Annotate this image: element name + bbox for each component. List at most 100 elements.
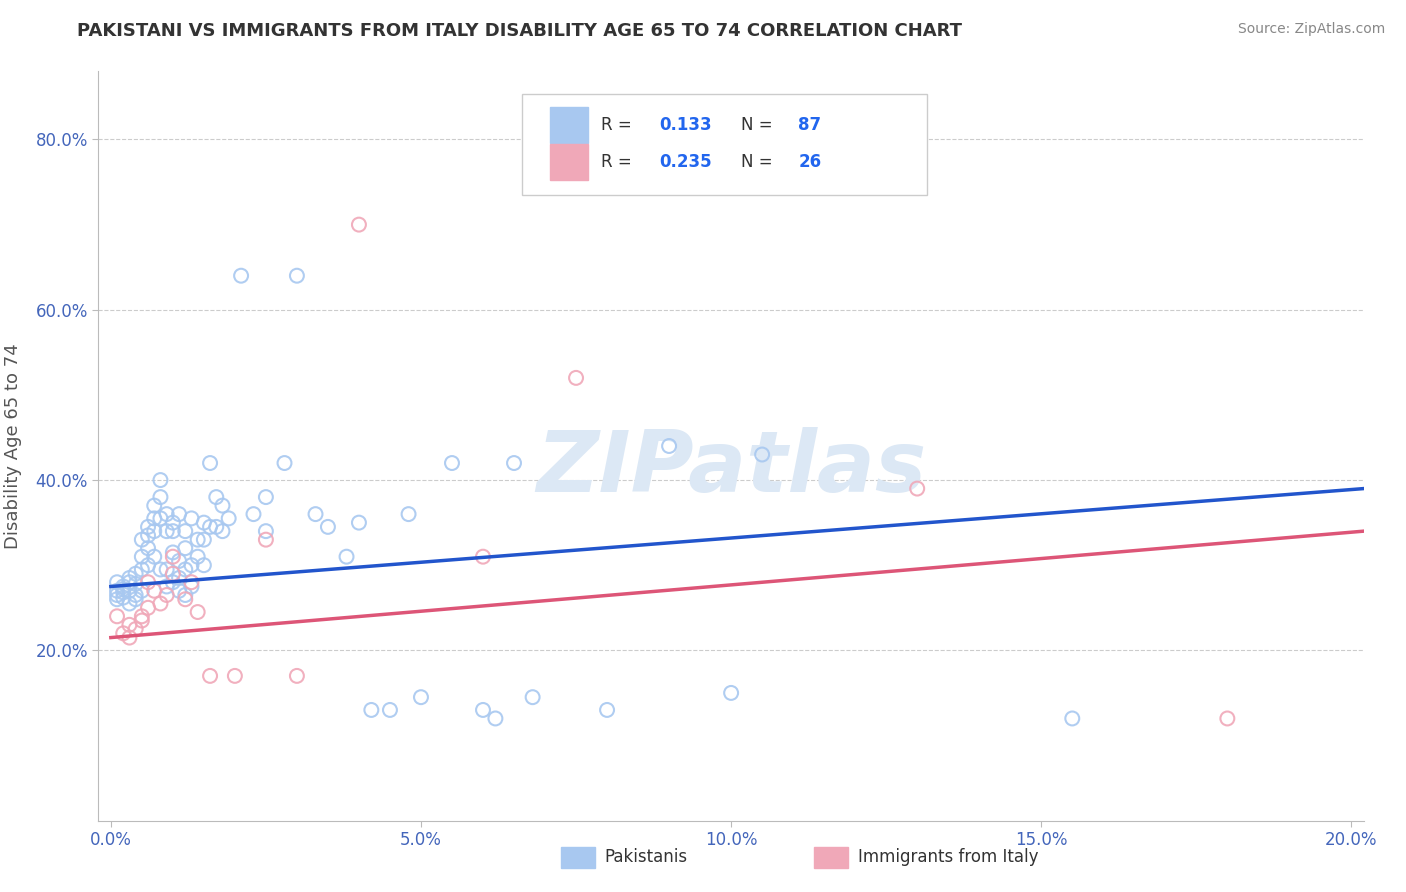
- Point: [149, 597, 172, 611]
- Point: [136, 600, 159, 615]
- Point: [174, 588, 197, 602]
- Point: [242, 507, 264, 521]
- Point: [347, 218, 370, 232]
- Point: [211, 499, 233, 513]
- Point: [180, 580, 202, 594]
- Point: [658, 439, 681, 453]
- Point: [124, 588, 146, 602]
- Point: [136, 541, 159, 556]
- Point: [118, 571, 141, 585]
- Point: [105, 609, 128, 624]
- Text: Pakistanis: Pakistanis: [605, 848, 688, 866]
- Point: [193, 533, 215, 547]
- Point: [112, 626, 135, 640]
- Point: [187, 549, 209, 564]
- FancyBboxPatch shape: [523, 94, 928, 195]
- Point: [254, 490, 277, 504]
- Point: [131, 549, 153, 564]
- Text: N =: N =: [741, 153, 778, 171]
- Point: [174, 562, 197, 576]
- Point: [187, 605, 209, 619]
- Point: [360, 703, 382, 717]
- Point: [1062, 711, 1084, 725]
- Point: [440, 456, 463, 470]
- Point: [720, 686, 742, 700]
- Point: [156, 562, 179, 576]
- Point: [193, 558, 215, 573]
- Point: [143, 511, 166, 525]
- Point: [254, 524, 277, 538]
- Point: [378, 703, 401, 717]
- Point: [472, 549, 495, 564]
- Point: [224, 669, 246, 683]
- Text: 0.235: 0.235: [659, 153, 711, 171]
- Point: [118, 617, 141, 632]
- Point: [205, 520, 228, 534]
- Point: [105, 592, 128, 607]
- Point: [131, 583, 153, 598]
- Point: [162, 575, 184, 590]
- Point: [167, 571, 190, 585]
- Point: [136, 528, 159, 542]
- Point: [162, 516, 184, 530]
- Point: [484, 711, 506, 725]
- Point: [136, 575, 159, 590]
- Point: [751, 448, 773, 462]
- Point: [180, 511, 202, 525]
- Point: [472, 703, 495, 717]
- Point: [143, 499, 166, 513]
- Point: [180, 575, 202, 590]
- Point: [254, 533, 277, 547]
- Point: [162, 549, 184, 564]
- Text: Immigrants from Italy: Immigrants from Italy: [858, 848, 1038, 866]
- Point: [285, 268, 308, 283]
- Point: [143, 583, 166, 598]
- Point: [335, 549, 357, 564]
- Point: [149, 511, 172, 525]
- Point: [131, 562, 153, 576]
- Text: PAKISTANI VS IMMIGRANTS FROM ITALY DISABILITY AGE 65 TO 74 CORRELATION CHART: PAKISTANI VS IMMIGRANTS FROM ITALY DISAB…: [77, 22, 962, 40]
- Point: [112, 582, 135, 596]
- Bar: [550, 106, 588, 143]
- Point: [105, 575, 128, 590]
- Point: [503, 456, 526, 470]
- Point: [124, 566, 146, 581]
- Point: [136, 558, 159, 573]
- Text: 0.133: 0.133: [659, 116, 711, 135]
- Point: [112, 585, 135, 599]
- Text: ZIPatlas: ZIPatlas: [536, 427, 927, 510]
- Bar: [550, 144, 588, 180]
- Point: [180, 558, 202, 573]
- Y-axis label: Disability Age 65 to 74: Disability Age 65 to 74: [4, 343, 21, 549]
- Point: [522, 690, 544, 705]
- Point: [167, 507, 190, 521]
- Point: [174, 524, 197, 538]
- Point: [285, 669, 308, 683]
- Point: [118, 597, 141, 611]
- Point: [211, 524, 233, 538]
- Text: R =: R =: [600, 153, 637, 171]
- Point: [156, 580, 179, 594]
- Point: [105, 588, 128, 602]
- Point: [596, 703, 619, 717]
- Point: [156, 507, 179, 521]
- Point: [118, 575, 141, 590]
- Point: [131, 614, 153, 628]
- Point: [167, 583, 190, 598]
- Point: [1216, 711, 1239, 725]
- Point: [409, 690, 432, 705]
- Point: [187, 533, 209, 547]
- Text: R =: R =: [600, 116, 637, 135]
- Point: [105, 583, 128, 598]
- Point: [347, 516, 370, 530]
- Point: [218, 511, 240, 525]
- Point: [118, 583, 141, 598]
- Text: N =: N =: [741, 116, 778, 135]
- Point: [156, 524, 179, 538]
- Point: [198, 456, 221, 470]
- Point: [124, 592, 146, 607]
- Text: Source: ZipAtlas.com: Source: ZipAtlas.com: [1237, 22, 1385, 37]
- Point: [316, 520, 339, 534]
- Point: [229, 268, 252, 283]
- Point: [174, 541, 197, 556]
